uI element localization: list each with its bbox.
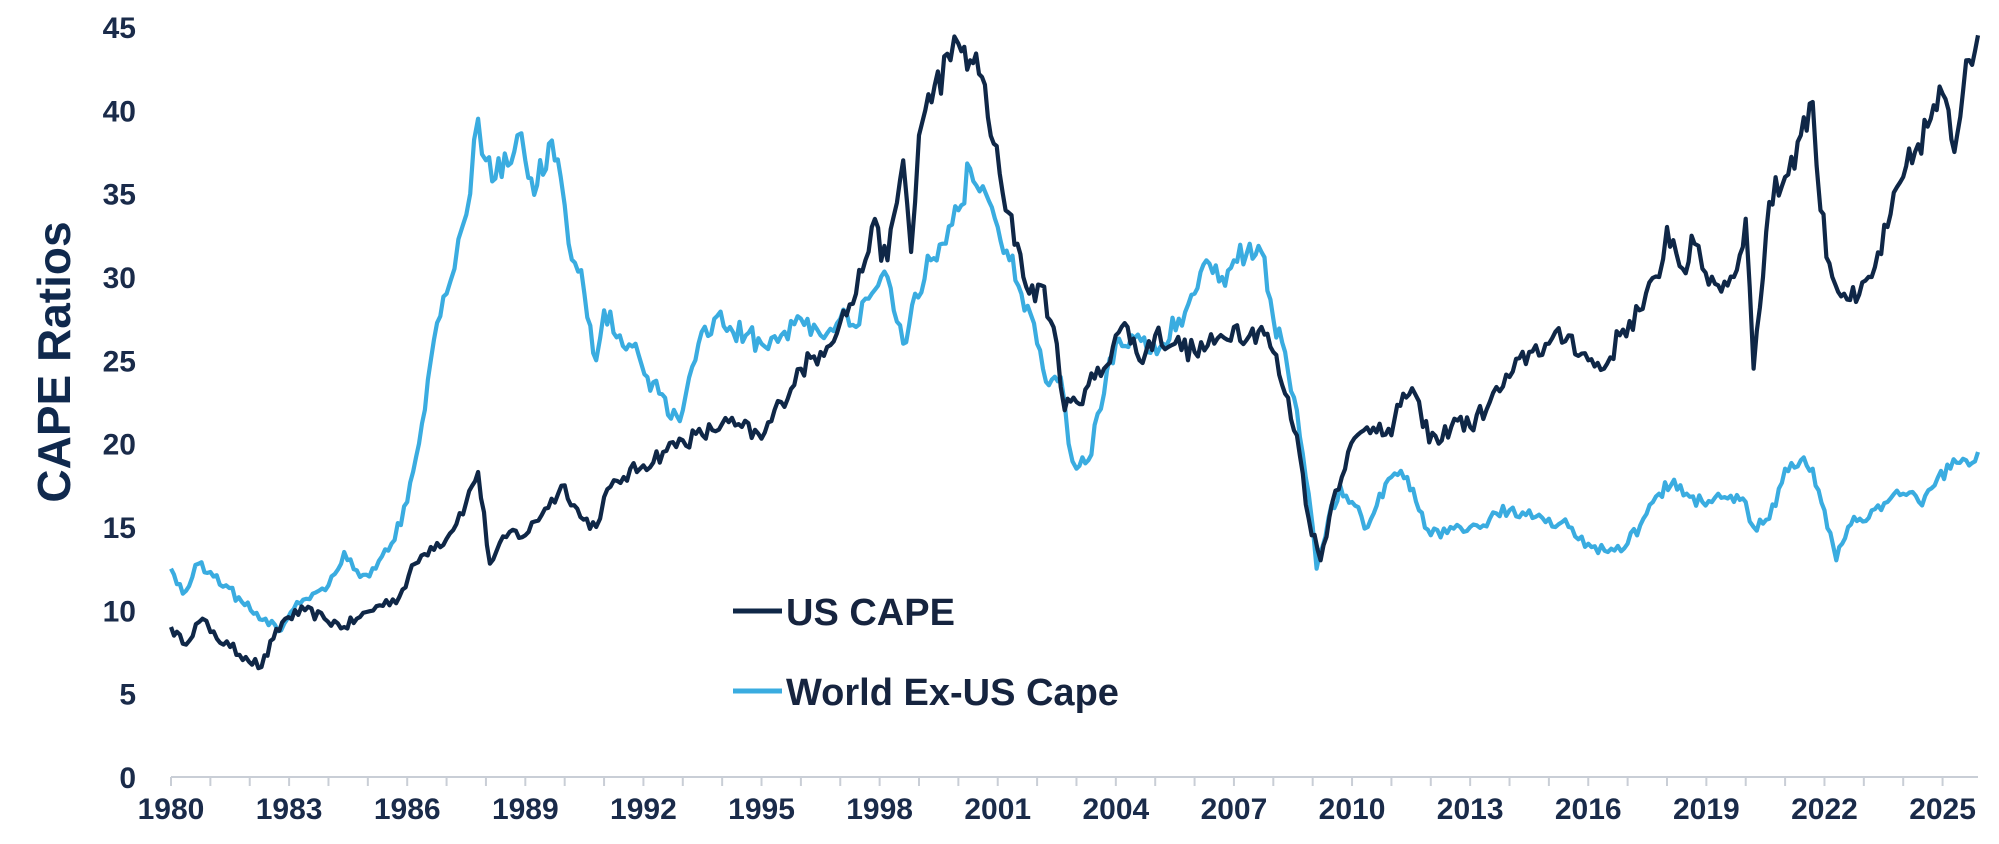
x-tick-label: 1983 bbox=[256, 793, 323, 826]
x-axis-ticks: 1980 1983 1986 1989 1992 1995 1998 2001 2004 2007… bbox=[138, 777, 1976, 826]
series-lines bbox=[169, 34, 1981, 671]
x-tick-label: 1989 bbox=[492, 793, 559, 826]
y-axis-title: CAPE Ratios bbox=[28, 221, 80, 502]
y-tick-label: 40 bbox=[103, 95, 136, 128]
series-line-us-cape bbox=[169, 34, 1981, 671]
y-tick-label: 10 bbox=[103, 595, 136, 628]
x-tick-label: 2007 bbox=[1201, 793, 1268, 826]
legend-label-world-ex-us-cape: World Ex-US Cape bbox=[786, 672, 1119, 714]
y-tick-label: 30 bbox=[103, 262, 136, 295]
x-tick-label: 1998 bbox=[846, 793, 913, 826]
x-tick-label: 1986 bbox=[374, 793, 441, 826]
x-tick-label: 2016 bbox=[1555, 793, 1622, 826]
y-tick-label: 25 bbox=[103, 345, 136, 378]
x-tick-label: 2013 bbox=[1437, 793, 1504, 826]
x-tick-label: 2004 bbox=[1082, 793, 1149, 826]
x-tick-label: 1995 bbox=[728, 793, 795, 826]
y-tick-label: 5 bbox=[119, 679, 136, 712]
x-tick-label: 1992 bbox=[610, 793, 677, 826]
y-tick-label: 35 bbox=[103, 179, 136, 212]
legend: US CAPE World Ex-US Cape bbox=[733, 592, 1119, 714]
series-line-world-ex-us-cape bbox=[169, 116, 1981, 634]
y-axis-ticks: 0 5 10 15 20 25 30 35 40 45 bbox=[103, 12, 136, 795]
x-tick-label: 2010 bbox=[1319, 793, 1386, 826]
x-tick-label: 1980 bbox=[138, 793, 205, 826]
y-tick-label: 45 bbox=[103, 12, 136, 45]
y-tick-label: 20 bbox=[103, 429, 136, 462]
y-tick-label: 15 bbox=[103, 512, 136, 545]
x-tick-label: 2001 bbox=[964, 793, 1031, 826]
legend-label-us-cape: US CAPE bbox=[786, 592, 955, 634]
x-tick-label: 2019 bbox=[1673, 793, 1740, 826]
x-tick-label: 2022 bbox=[1791, 793, 1858, 826]
y-tick-label: 0 bbox=[119, 762, 136, 795]
x-tick-label: 2025 bbox=[1909, 793, 1976, 826]
